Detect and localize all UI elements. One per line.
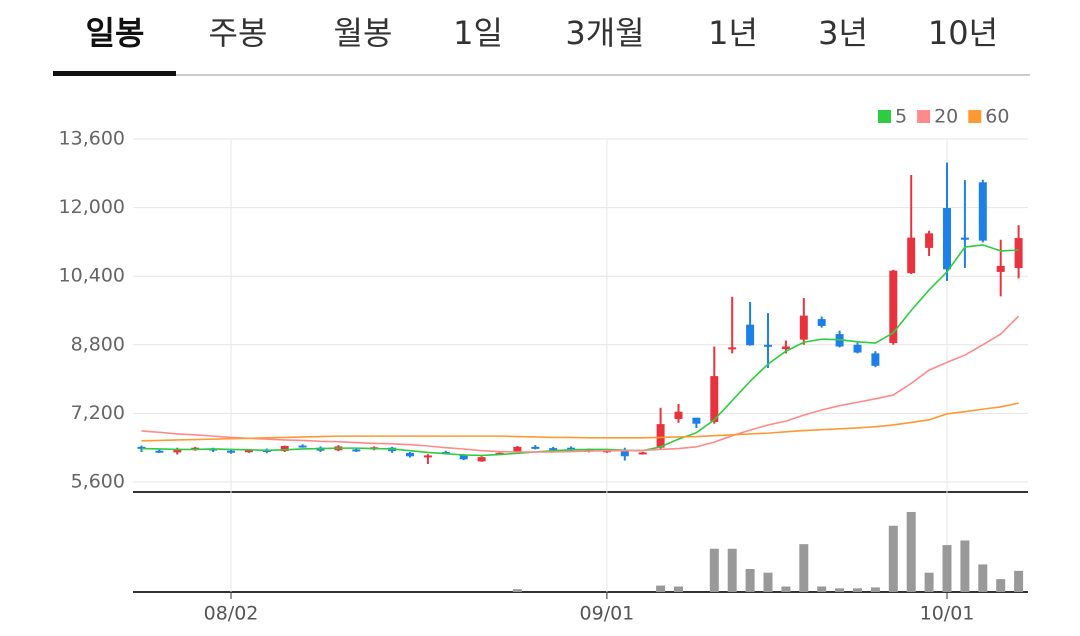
candle-body (298, 445, 307, 448)
y-tick-label: 5,600 (71, 471, 125, 493)
candle-body (406, 452, 414, 457)
candle-body (227, 450, 235, 453)
x-tick-label: 08/02 (204, 603, 259, 625)
x-tick-label: 10/01 (920, 603, 975, 625)
candle-body (549, 448, 558, 451)
candle-body (746, 324, 755, 346)
legend-label: 60 (985, 106, 1009, 128)
tab[interactable]: 3년 (818, 14, 868, 52)
candle-body (799, 315, 808, 340)
candle-body (423, 455, 432, 458)
tab[interactable]: 주봉 (209, 14, 268, 52)
candle-body (817, 319, 826, 326)
candle-body (674, 411, 683, 419)
volume-bar (960, 540, 970, 592)
legend-label: 5 (895, 106, 907, 128)
volume-bar (656, 585, 666, 592)
ma-line (141, 244, 1019, 457)
volume-bar (870, 587, 880, 592)
candle-body (907, 237, 916, 274)
volume-bar (709, 548, 719, 592)
tab-underline (53, 71, 176, 76)
candle-body (1014, 238, 1023, 269)
candle-body (155, 450, 164, 453)
candle-body (978, 182, 987, 241)
candle-body (638, 452, 647, 455)
volume-bar (853, 588, 862, 592)
candle-body (943, 208, 951, 270)
candle-body (781, 346, 790, 350)
volume-bar (978, 564, 988, 592)
ma-line (141, 315, 1020, 453)
volume-bar (1014, 570, 1024, 592)
candle-body (477, 457, 486, 462)
y-tick-label: 10,400 (59, 265, 125, 287)
candle-body (728, 347, 737, 350)
volume-bar (727, 548, 737, 592)
candle-body (280, 445, 289, 452)
candle-body (513, 446, 522, 452)
candle-body (960, 237, 969, 240)
volume-bar (835, 588, 845, 592)
volume-bar (781, 586, 791, 592)
tab[interactable]: 1일 (453, 14, 503, 52)
tab[interactable]: 10년 (928, 14, 998, 52)
candle-body (764, 344, 772, 347)
volume-bar (745, 569, 755, 592)
candle-body (853, 344, 862, 353)
candle-body (620, 449, 629, 457)
tab[interactable]: 일봉 (86, 14, 145, 52)
volume-bar (799, 544, 809, 592)
y-tick-label: 8,800 (71, 333, 125, 355)
candle-body (244, 450, 253, 453)
volume-bar (888, 525, 898, 592)
candle-body (352, 449, 361, 452)
volume-bar (763, 572, 773, 592)
volume-bar (996, 579, 1006, 592)
x-tick-label: 09/01 (580, 603, 635, 625)
y-tick-label: 13,600 (59, 128, 125, 150)
candle-body (656, 424, 665, 448)
y-tick-label: 12,000 (59, 196, 125, 218)
candle-body (173, 448, 182, 453)
candle-body (692, 417, 701, 424)
legend-swatch (917, 110, 931, 123)
volume-bar (512, 589, 522, 592)
candle-body (925, 233, 934, 248)
candle-body (531, 446, 540, 449)
candle-body (889, 270, 898, 344)
volume-bar (942, 545, 952, 592)
volume-bar (817, 586, 827, 592)
candle-body (871, 353, 880, 366)
candle-body (137, 446, 146, 449)
tab[interactable]: 3개월 (565, 14, 644, 52)
legend-label: 20 (934, 106, 958, 128)
volume-bar (906, 511, 916, 592)
candle-body (710, 376, 719, 422)
legend-swatch (968, 110, 982, 123)
tab[interactable]: 월봉 (334, 14, 393, 52)
volume-bar (924, 572, 934, 592)
legend-swatch (878, 110, 891, 123)
ma-line (141, 402, 1019, 442)
candle-body (996, 265, 1005, 272)
tab[interactable]: 1년 (708, 14, 758, 52)
y-tick-label: 7,200 (71, 402, 125, 424)
volume-bar (674, 586, 683, 592)
candle-body (459, 454, 468, 460)
